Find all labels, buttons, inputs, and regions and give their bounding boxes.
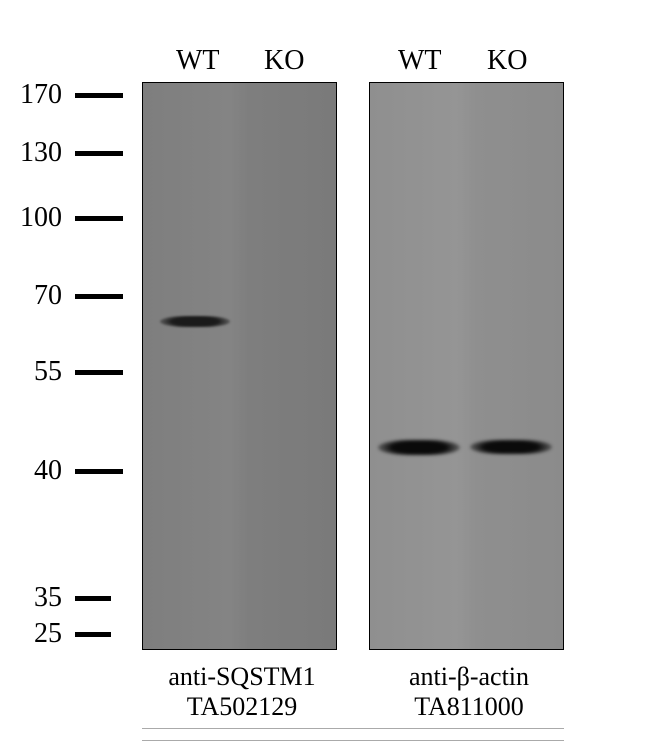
western-blot-figure: 170 130 100 70 55 40 35 25 WT KO WT KO anti-SQSTM1… bbox=[0, 0, 650, 743]
lane-label-wt: WT bbox=[398, 45, 442, 77]
protein-band bbox=[160, 316, 230, 327]
mw-marker-label: 100 bbox=[12, 202, 62, 234]
lane-label-ko: KO bbox=[487, 45, 527, 77]
caption-right-antibody: anti-β-actin bbox=[369, 662, 569, 692]
mw-marker-label: 130 bbox=[12, 137, 62, 169]
lane-label-wt: WT bbox=[176, 45, 220, 77]
mw-marker-label: 35 bbox=[12, 582, 62, 614]
protein-band bbox=[470, 440, 552, 454]
caption-left-catalog: TA502129 bbox=[142, 692, 342, 722]
blot-panel-actin bbox=[369, 82, 564, 650]
blot-membrane bbox=[143, 83, 336, 649]
lane-label-ko: KO bbox=[264, 45, 304, 77]
mw-marker-label: 170 bbox=[12, 79, 62, 111]
mw-marker-tick bbox=[75, 93, 123, 98]
blot-membrane bbox=[370, 83, 563, 649]
mw-marker-tick bbox=[75, 469, 123, 474]
mw-marker-label: 40 bbox=[12, 455, 62, 487]
caption-left-antibody: anti-SQSTM1 bbox=[142, 662, 342, 692]
mw-marker-tick bbox=[75, 216, 123, 221]
mw-marker-tick bbox=[75, 596, 111, 601]
divider-line bbox=[142, 740, 564, 741]
mw-marker-label: 25 bbox=[12, 618, 62, 650]
mw-marker-label: 70 bbox=[12, 280, 62, 312]
mw-marker-tick bbox=[75, 632, 111, 637]
mw-marker-label: 55 bbox=[12, 356, 62, 388]
mw-marker-tick bbox=[75, 370, 123, 375]
caption-right-catalog: TA811000 bbox=[369, 692, 569, 722]
mw-marker-tick bbox=[75, 294, 123, 299]
protein-band bbox=[378, 440, 460, 455]
divider-line bbox=[142, 728, 564, 729]
mw-marker-tick bbox=[75, 151, 123, 156]
blot-panel-sqstm1 bbox=[142, 82, 337, 650]
